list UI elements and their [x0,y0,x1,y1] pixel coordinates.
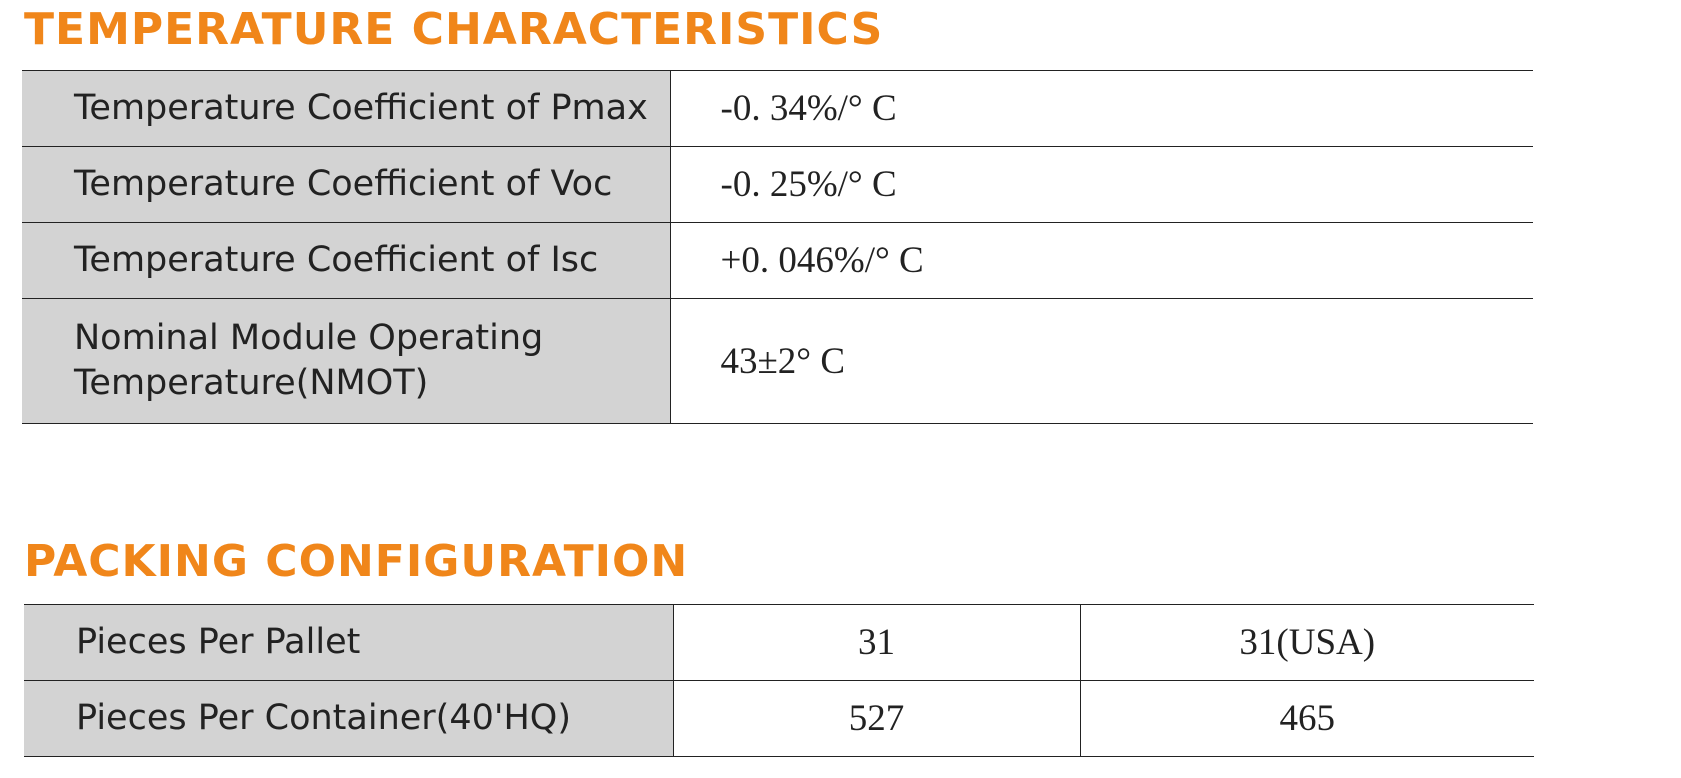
row-label: Nominal Module Operating Temperature(NMO… [22,298,671,424]
row-value: -0. 25%/° C [670,146,1533,223]
row-value: 43±2° C [670,298,1533,424]
row-value: +0. 046%/° C [670,222,1533,299]
row-value: 465 [1079,680,1534,757]
table-row: Pieces Per Container(40'HQ) 527 465 [24,680,1534,757]
section-title: PACKING CONFIGURATION [24,536,689,587]
section-title: TEMPERATURE CHARACTERISTICS [24,4,884,55]
table-row: Temperature Coefficient of Isc +0. 046%/°… [22,222,1533,299]
row-value: 31(USA) [1079,604,1534,681]
row-label: Pieces Per Container(40'HQ) [24,680,674,757]
row-label: Temperature Coefficient of Isc [22,222,671,299]
packing-table: Pieces Per Pallet 31 31(USA) Pieces Per Con… [24,604,1534,757]
row-label: Pieces Per Pallet [24,604,674,681]
table-row: Nominal Module Operating Temperature(NMO… [22,298,1533,424]
table-row: Temperature Coefficient of Pmax -0. 34%/°… [22,70,1533,147]
row-value: 31 [673,604,1080,681]
table-row: Pieces Per Pallet 31 31(USA) [24,604,1534,681]
table-row: Temperature Coefficient of Voc -0. 25%/° … [22,146,1533,223]
row-label: Temperature Coefficient of Voc [22,146,671,223]
row-value: -0. 34%/° C [670,70,1533,147]
temperature-table: Temperature Coefficient of Pmax -0. 34%/°… [22,70,1533,424]
row-label: Temperature Coefficient of Pmax [22,70,671,147]
row-value: 527 [673,680,1080,757]
